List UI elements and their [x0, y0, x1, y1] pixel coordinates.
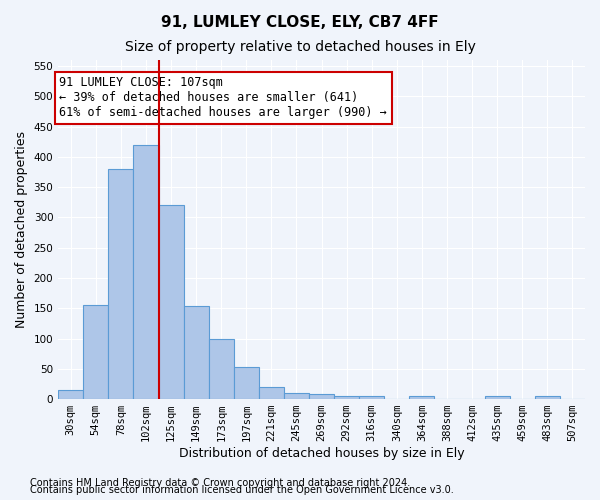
- Bar: [334, 396, 359, 399]
- Text: Contains public sector information licensed under the Open Government Licence v3: Contains public sector information licen…: [30, 485, 454, 495]
- Bar: [359, 396, 385, 399]
- Bar: [133, 145, 158, 399]
- Bar: [309, 394, 334, 399]
- Text: Size of property relative to detached houses in Ely: Size of property relative to detached ho…: [125, 40, 475, 54]
- Bar: [535, 396, 560, 399]
- Bar: [109, 169, 133, 399]
- Bar: [83, 305, 109, 399]
- Bar: [259, 387, 284, 399]
- Y-axis label: Number of detached properties: Number of detached properties: [15, 131, 28, 328]
- Bar: [58, 390, 83, 399]
- Text: 91, LUMLEY CLOSE, ELY, CB7 4FF: 91, LUMLEY CLOSE, ELY, CB7 4FF: [161, 15, 439, 30]
- Text: 91 LUMLEY CLOSE: 107sqm
← 39% of detached houses are smaller (641)
61% of semi-d: 91 LUMLEY CLOSE: 107sqm ← 39% of detache…: [59, 76, 387, 120]
- Bar: [184, 306, 209, 399]
- Bar: [485, 396, 510, 399]
- Bar: [234, 367, 259, 399]
- Bar: [209, 338, 234, 399]
- Bar: [409, 396, 434, 399]
- Bar: [158, 206, 184, 399]
- Text: Contains HM Land Registry data © Crown copyright and database right 2024.: Contains HM Land Registry data © Crown c…: [30, 478, 410, 488]
- X-axis label: Distribution of detached houses by size in Ely: Distribution of detached houses by size …: [179, 447, 464, 460]
- Bar: [284, 393, 309, 399]
